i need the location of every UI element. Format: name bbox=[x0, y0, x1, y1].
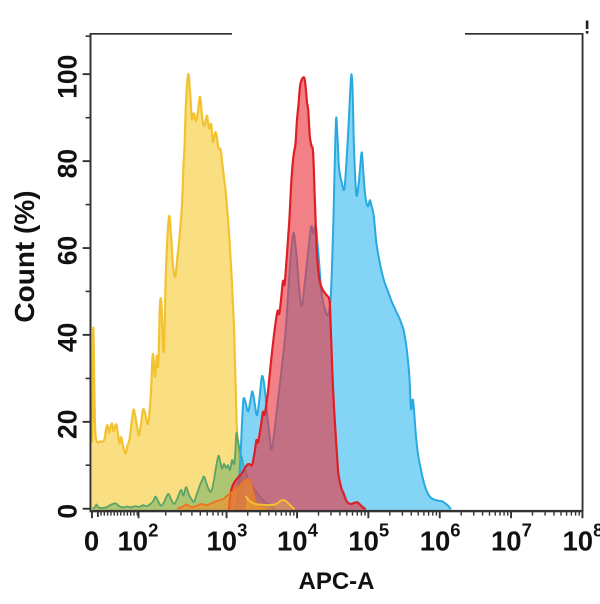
svg-text:40: 40 bbox=[53, 323, 83, 352]
svg-text:0: 0 bbox=[84, 526, 99, 557]
svg-text:0: 0 bbox=[53, 504, 83, 519]
svg-text:20: 20 bbox=[53, 410, 83, 439]
svg-text:Count (%): Count (%) bbox=[9, 190, 40, 322]
svg-text:80: 80 bbox=[53, 149, 83, 178]
svg-text:60: 60 bbox=[53, 236, 83, 265]
svg-text:APC-A: APC-A bbox=[299, 568, 375, 595]
svg-text:100: 100 bbox=[53, 55, 83, 99]
